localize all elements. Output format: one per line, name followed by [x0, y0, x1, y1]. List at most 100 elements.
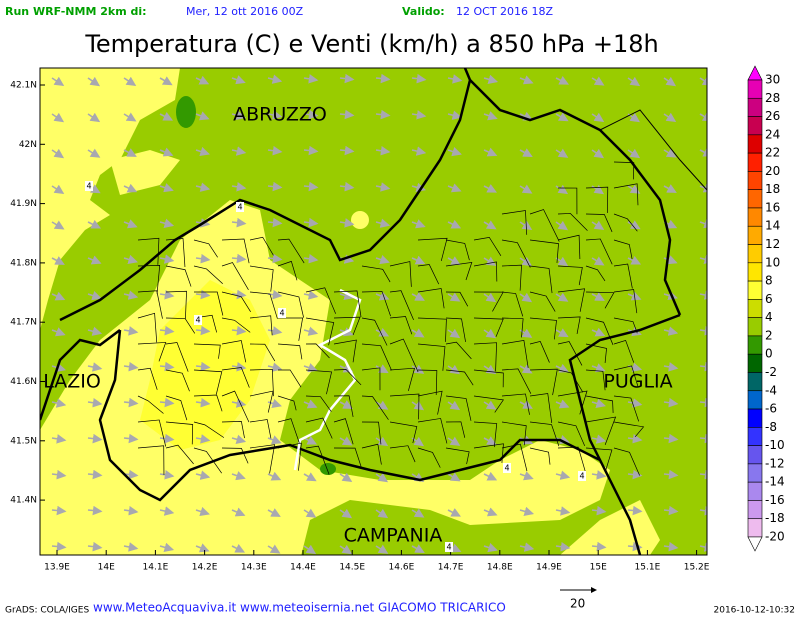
municipal-border	[529, 368, 558, 396]
run-label: Run WRF-NMM 2km di:	[5, 5, 147, 18]
municipal-border	[445, 291, 469, 307]
wind-arrow	[627, 434, 643, 444]
wind-arrow	[627, 505, 643, 516]
municipal-border	[445, 239, 470, 261]
municipal-border	[249, 291, 278, 319]
colorbar-segment	[747, 518, 763, 538]
wind-arrow	[663, 112, 677, 123]
colorbar-segment	[747, 390, 763, 410]
wind-arrow	[591, 327, 606, 337]
municipal-border	[277, 395, 297, 411]
municipal-border	[361, 367, 381, 391]
wind-arrow	[555, 112, 569, 122]
wind-arrow	[555, 470, 571, 480]
wind-arrow	[51, 434, 67, 444]
municipal-border	[613, 365, 639, 388]
wind-arrow	[519, 256, 533, 267]
municipal-border	[557, 234, 581, 260]
colorbar-segment	[747, 116, 763, 136]
wind-arrow	[555, 75, 570, 85]
municipal-border	[501, 443, 528, 472]
colorbar-segment	[747, 445, 763, 465]
wind-arrow	[483, 256, 497, 266]
wind-arrow	[519, 75, 534, 85]
wind-arrow	[483, 111, 498, 121]
region-border	[98, 329, 642, 555]
wind-arrow	[87, 469, 103, 480]
municipal-border	[333, 316, 361, 336]
wind-arrow	[339, 400, 353, 409]
municipal-border	[557, 446, 586, 473]
wind-arrow	[339, 472, 353, 482]
wind-arrow	[411, 73, 427, 84]
municipal-border	[585, 416, 617, 446]
municipal-border	[585, 265, 606, 282]
wind-arrow	[123, 76, 137, 86]
municipal-border	[473, 261, 498, 282]
wind-arrow	[411, 292, 425, 301]
municipal-border	[613, 183, 639, 206]
wind-arrow	[51, 505, 67, 516]
municipal-border	[249, 444, 276, 474]
colorbar-segment	[747, 171, 763, 190]
region-border	[568, 313, 681, 461]
wind-arrow	[591, 148, 605, 159]
wind-arrow	[267, 145, 283, 156]
wind-arrow	[663, 433, 679, 444]
municipal-border	[221, 238, 250, 264]
field-cool-spot	[320, 463, 336, 475]
wind-arrow	[51, 469, 67, 480]
municipal-border	[137, 290, 163, 319]
municipal-border	[529, 265, 553, 294]
wind-arrow	[663, 148, 677, 158]
contour-label-bg	[578, 471, 586, 481]
wind-arrow	[591, 398, 606, 409]
municipal-border	[277, 238, 305, 264]
municipal-border	[473, 395, 504, 413]
wind-arrow	[303, 508, 317, 518]
wind-arrow	[123, 361, 139, 372]
wind-arrow	[519, 220, 533, 231]
wind-arrow	[447, 183, 462, 193]
wind-arrow	[519, 364, 533, 374]
wind-arrow	[231, 75, 246, 85]
municipal-border	[501, 291, 524, 317]
wind-arrow	[195, 111, 210, 121]
wind-arrow	[123, 219, 138, 229]
wind-arrow	[159, 361, 175, 372]
colorbar-segment	[747, 481, 763, 501]
contour-label-bg	[85, 181, 93, 191]
contour-label-bg	[236, 202, 244, 212]
colorbar-label: -14	[765, 475, 785, 489]
wind-arrow	[159, 183, 174, 193]
wind-arrow	[267, 471, 282, 481]
municipal-border	[193, 369, 223, 395]
region-label: LAZIO	[43, 371, 101, 393]
wind-arrow	[159, 397, 175, 408]
municipal-border	[529, 393, 553, 423]
colorbar-segment	[747, 79, 763, 99]
contour-label: 4	[237, 203, 242, 212]
municipal-border	[613, 340, 635, 363]
wind-arrow	[267, 74, 283, 84]
lon-label: 14.1E	[143, 563, 169, 573]
municipal-border	[165, 265, 192, 287]
lon-label: 14.8E	[487, 563, 513, 573]
municipal-border	[277, 418, 300, 443]
wind-arrow	[303, 254, 319, 264]
colorbar-label: 2	[765, 328, 773, 342]
colorbar-cap	[747, 536, 763, 552]
municipal-border	[305, 287, 336, 314]
wind-arrow	[447, 219, 462, 229]
colorbar-segment	[747, 408, 763, 428]
wind-arrow	[303, 290, 319, 300]
wind-arrow	[555, 506, 571, 516]
wind-arrow	[483, 328, 497, 339]
wind-arrow	[303, 326, 319, 336]
wind-arrow	[627, 291, 642, 301]
lon-label: 14.5E	[339, 563, 365, 573]
wind-arrow	[555, 541, 571, 552]
municipal-border	[557, 390, 588, 415]
municipal-border	[473, 369, 504, 388]
wind-arrow	[339, 145, 355, 156]
